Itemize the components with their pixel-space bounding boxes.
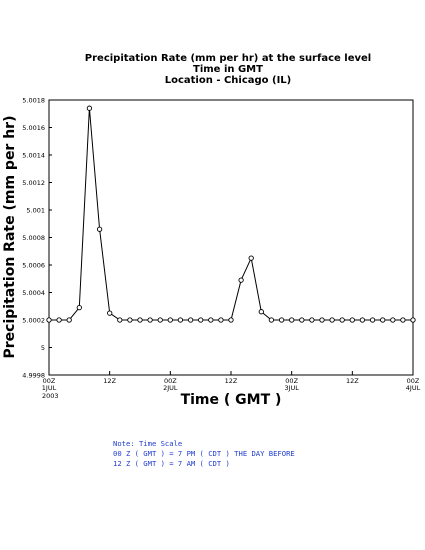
data-point — [380, 317, 386, 323]
series-precip-rate — [46, 105, 416, 323]
data-point — [289, 317, 295, 323]
data-point — [218, 317, 224, 323]
data-point — [248, 255, 254, 261]
data-point — [349, 317, 355, 323]
chart-title-line-1: Precipitation Rate (mm per hr) at the su… — [85, 53, 371, 64]
time-scale-note: Note: Time Scale 00 Z ( GMT ) = 7 PM ( C… — [113, 439, 295, 469]
x-tick-sublabel: 3JUL — [284, 384, 299, 392]
data-point — [157, 317, 163, 323]
x-tick-label: 12Z — [346, 377, 359, 385]
data-point — [410, 317, 416, 323]
data-point — [268, 317, 275, 323]
data-point — [198, 317, 204, 323]
y-tick-label: 5.001 — [26, 207, 45, 215]
note-line-2: 00 Z ( GMT ) = 7 PM ( CDT ) THE DAY BEFO… — [113, 449, 295, 458]
y-axis-label: Precipitation Rate (mm per hr) — [2, 116, 18, 359]
data-point — [127, 317, 133, 323]
x-tick-label: 12Z — [225, 377, 238, 385]
data-point — [46, 317, 52, 323]
x-tick-label: 00Z — [43, 377, 56, 385]
data-point — [187, 317, 194, 323]
data-point — [400, 317, 406, 323]
data-point — [56, 317, 62, 323]
y-tick-label: 5.0006 — [22, 262, 45, 270]
data-point — [339, 317, 345, 323]
note-line-3: 12 Z ( GMT ) = 7 AM ( CDT ) — [113, 459, 230, 468]
data-point — [107, 310, 113, 316]
data-point — [86, 105, 93, 111]
x-tick-label: 00Z — [407, 377, 420, 385]
series-line — [49, 108, 413, 321]
plot-frame — [48, 99, 414, 376]
data-point — [76, 304, 82, 311]
data-point — [96, 226, 103, 232]
data-point — [258, 309, 264, 315]
y-axis-ticks: 5.0018 5.0016 5.0014 5.0012 5.001 5.0008 5.000… — [22, 97, 52, 380]
data-point — [238, 277, 244, 283]
data-point — [278, 317, 285, 323]
y-tick-label: 5.0012 — [22, 179, 45, 187]
data-point — [309, 317, 315, 323]
chart-title-line-2: Time in GMT — [193, 64, 263, 75]
x-tick-sublabel: 4JUL — [406, 384, 421, 392]
x-tick-label: 00Z — [164, 377, 177, 385]
chart-title-line-3: Location - Chicago (IL) — [165, 75, 292, 86]
x-axis-label: Time ( GMT ) — [181, 392, 282, 408]
data-point — [117, 317, 123, 323]
data-point — [299, 317, 305, 323]
data-point — [228, 317, 234, 323]
data-point — [359, 317, 366, 323]
note-line-1: Note: Time Scale — [113, 439, 183, 448]
x-tick-label: 12Z — [103, 377, 116, 385]
data-point — [390, 317, 396, 323]
data-point — [208, 317, 214, 323]
x-tick-sublabel: 1JUL — [42, 384, 57, 392]
data-point — [319, 317, 325, 323]
data-point — [177, 317, 184, 323]
y-tick-label: 4.9998 — [22, 372, 45, 380]
x-tick-label: 00Z — [285, 377, 298, 385]
data-point — [369, 317, 376, 323]
y-tick-label: 5 — [41, 344, 45, 352]
y-tick-label: 5.0018 — [22, 97, 45, 105]
data-point — [147, 317, 153, 323]
data-point — [137, 317, 143, 323]
y-tick-label: 5.0004 — [22, 289, 45, 297]
x-tick-sublabel: 2JUL — [163, 384, 178, 392]
data-point — [329, 317, 335, 323]
data-point — [167, 317, 173, 323]
year-label: 2003 — [42, 392, 59, 400]
data-point — [66, 317, 72, 323]
y-tick-label: 5.0016 — [22, 124, 45, 132]
y-tick-label: 5.0002 — [22, 317, 45, 325]
y-tick-label: 5.0008 — [22, 234, 45, 242]
y-tick-label: 5.0014 — [22, 152, 45, 160]
